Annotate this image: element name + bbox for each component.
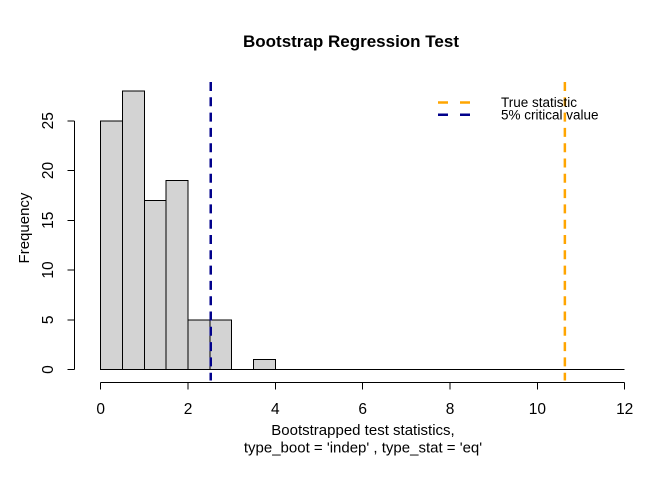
histogram-bar — [253, 359, 276, 370]
histogram-bars — [100, 90, 625, 371]
y-axis-tick-label: 5 — [40, 315, 57, 324]
x-axis-label-line1: Bootstrapped test statistics, — [271, 422, 454, 439]
x-axis-label-line2: type_boot = 'indep' , type_stat = 'eq' — [244, 440, 482, 457]
x-axis: 0 2 4 6 8 10 12 — [96, 382, 633, 418]
y-axis: 0 5 10 15 20 25 — [40, 112, 75, 374]
x-axis-tick-label: 2 — [184, 401, 193, 418]
legend: True statistic 5% critical value — [438, 95, 599, 123]
x-axis-tick-label: 8 — [446, 401, 455, 418]
y-axis-tick-label: 10 — [40, 261, 57, 279]
legend-label-true-statistic: True statistic — [501, 95, 577, 110]
y-axis-tick-label: 25 — [40, 112, 57, 129]
histogram-bar — [143, 199, 167, 370]
histogram-bar — [100, 120, 124, 370]
x-axis-tick-label: 12 — [616, 401, 633, 418]
chart-title: Bootstrap Regression Test — [243, 32, 459, 51]
reference-lines — [209, 82, 567, 381]
histogram-bar — [209, 319, 233, 370]
x-axis-tick-label: 4 — [271, 401, 280, 418]
y-axis-tick-label: 15 — [40, 212, 57, 229]
x-axis-tick-label: 6 — [358, 401, 367, 418]
histogram-bar — [122, 90, 145, 371]
x-axis-tick-label: 10 — [529, 401, 547, 418]
histogram-bar — [187, 319, 211, 370]
y-axis-tick-label: 0 — [40, 365, 57, 374]
legend-label-critical-value: 5% critical value — [501, 108, 599, 123]
histogram-bar — [165, 179, 189, 370]
y-axis-tick-label: 20 — [40, 162, 57, 180]
x-axis-tick-label: 0 — [96, 401, 105, 418]
y-axis-label: Frequency — [16, 192, 33, 263]
